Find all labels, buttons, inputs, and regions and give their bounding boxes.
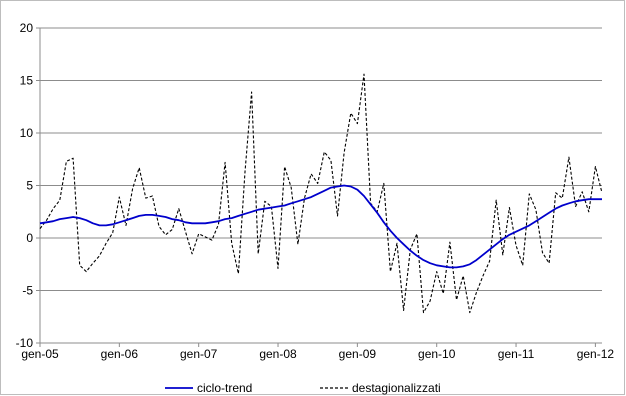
x-axis-ticks: gen-05 gen-06 gen-07 gen-08 gen-09 gen-10 gen-… bbox=[21, 343, 614, 361]
x-tick-label: gen-06 bbox=[101, 347, 139, 361]
x-tick-label: gen-05 bbox=[21, 347, 59, 361]
legend: ciclo-trend destagionalizzati bbox=[165, 381, 441, 395]
series-line-ciclo-trend bbox=[39, 184, 602, 269]
legend-label-ciclo-trend: ciclo-trend bbox=[197, 381, 252, 395]
x-tick-label: gen-10 bbox=[418, 347, 456, 361]
y-tick-label: 20 bbox=[20, 21, 34, 35]
x-tick-label: gen-11 bbox=[498, 347, 535, 361]
y-axis-ticks: -10 -5 0 5 10 15 20 bbox=[16, 21, 40, 350]
y-tick-label: 15 bbox=[20, 74, 34, 88]
y-tick-label: -10 bbox=[16, 336, 34, 350]
x-tick-label: gen-09 bbox=[339, 347, 377, 361]
series-line-destagionalizzati bbox=[39, 73, 603, 314]
y-tick-label: 0 bbox=[26, 231, 33, 245]
y-tick-label: 10 bbox=[20, 126, 34, 140]
x-tick-label: gen-08 bbox=[259, 347, 297, 361]
legend-label-destagionalizzati: destagionalizzati bbox=[352, 381, 441, 395]
x-tick-label: gen-07 bbox=[180, 347, 218, 361]
y-tick-label: 5 bbox=[26, 179, 33, 193]
x-tick-label: gen-12 bbox=[577, 347, 615, 361]
y-tick-label: -5 bbox=[22, 284, 33, 298]
gridlines bbox=[39, 27, 602, 344]
series-group bbox=[39, 73, 603, 314]
